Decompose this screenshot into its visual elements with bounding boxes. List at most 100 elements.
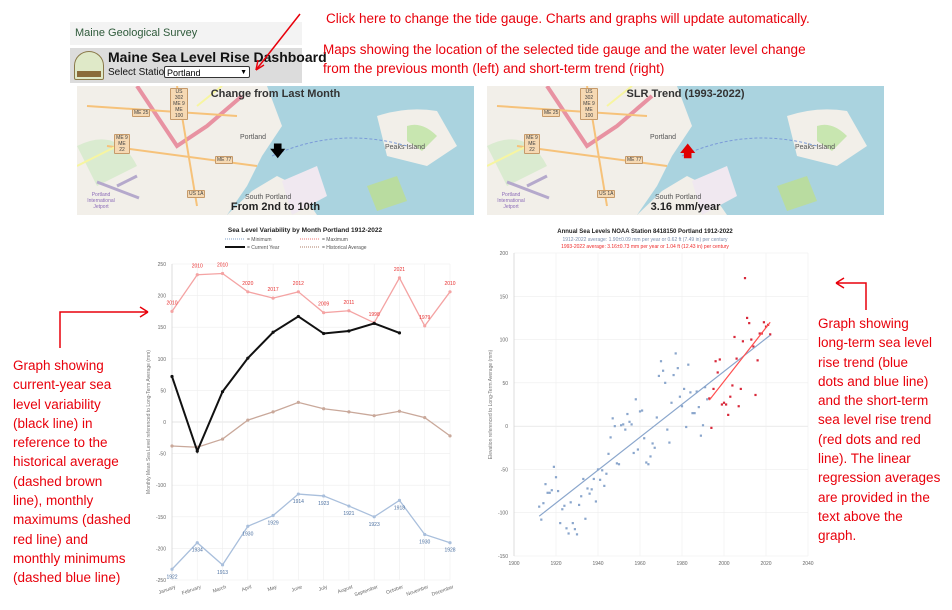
data-point [632,451,635,455]
annotation-line: (black line) in [13,415,93,431]
data-point [756,359,759,362]
data-point [626,412,629,416]
y-axis-label: Monthly Mean Sea Level referenced to Lon… [146,350,152,494]
data-point [423,415,427,420]
data-point [397,331,402,335]
data-point [697,405,700,409]
x-tick-label: 2040 [802,561,813,567]
data-point [647,463,650,466]
data-point [746,316,749,320]
data-point [592,477,595,481]
data-label: 2010 [444,281,455,287]
map-slr-trend[interactable]: US 302 ME 9 ME 100 ME 25 ME 9 ME 22 ME 7… [487,86,884,215]
x-tick-label: May [267,584,278,593]
annotation-line: red line) and [13,531,89,547]
data-point [628,420,631,423]
data-point [672,373,675,377]
dashboard-header: Maine Sea Level Rise Dashboard Select St… [70,48,327,83]
data-point [423,324,427,328]
data-point [195,273,199,277]
chart-subtitle: 1993-2022 average: 3.16±0.73 mm per year… [561,244,729,250]
data-label: 2011 [344,300,355,306]
x-tick-label: December [431,584,455,598]
data-point [693,412,696,415]
data-point [573,528,576,531]
x-tick-label: February [181,584,202,597]
data-point [550,489,553,492]
data-point [271,513,275,518]
data-point [567,532,570,535]
annotation-line: rise trend (blue [818,354,909,370]
map-label-portland: Portland [650,134,677,141]
data-point [764,325,768,328]
data-point [716,371,719,374]
data-label: 1921 [343,511,354,517]
chart-subtitle: 1912-2022 average: 1.90±0.09 mm per year… [562,237,728,243]
annotation-line: Graph showing [13,358,104,373]
data-point [544,483,547,486]
map-road-label-me9-me22: ME 9 ME 22 [114,134,130,154]
data-point [741,340,744,343]
data-point [683,387,686,391]
data-point [423,532,427,537]
data-point [613,425,616,428]
data-point [706,398,709,401]
data-point [220,271,225,276]
map-label-portland: Portland [240,134,267,141]
data-point [594,500,597,503]
y-tick-label: 50 [160,388,166,394]
org-name[interactable]: Maine Geological Survey [75,27,198,39]
data-point [347,309,351,313]
data-point [372,321,376,326]
data-point [557,489,560,493]
y-tick-label: 50 [502,381,508,387]
data-point [575,533,579,536]
map-label-airport: Portland International Jetport [87,192,115,210]
map-change-from-last-month[interactable]: US 302 ME 9 ME 100 ME 25 ME 9 ME 22 ME 7… [77,86,474,215]
data-label: 1922 [166,574,177,580]
x-tick-label: January [158,584,177,596]
org-header[interactable]: Maine Geological Survey [70,22,302,45]
data-point [586,487,589,490]
annotation-line: current-year sea [13,377,112,393]
data-point [397,498,402,502]
chart-title: Sea Level Variability by Month Portland … [228,227,383,234]
long-term-trend-line [538,334,771,517]
data-point [729,395,732,398]
x-tick-label: November [406,584,430,598]
data-point [668,441,671,444]
data-point [609,436,612,439]
data-point [680,405,684,408]
data-label: 1914 [293,499,304,505]
data-point [584,517,587,520]
map-road-label-us302: US 302 ME 9 ME 100 [170,88,188,120]
monthly-variability-chart[interactable]: Sea Level Variability by Month Portland … [146,227,456,598]
data-point [733,335,736,339]
data-point [678,395,681,398]
data-label: 1918 [394,505,405,511]
map-road-label-us302: US 302 ME 9 ME 100 [580,88,598,120]
data-point [687,363,690,366]
data-label: 1934 [192,548,203,554]
station-select[interactable]: Portland ▼ [164,66,250,78]
map-road-label-me25: ME 25 [542,109,561,117]
arrow-to-right-chart [835,277,867,310]
annotation-line: Maps showing the location of the selecte… [323,42,806,57]
data-label: 1923 [369,522,380,528]
annotation-line: long-term sea level [818,335,933,351]
arrow-to-left-chart [59,306,149,348]
data-point [624,428,627,431]
annotation-arrows [59,13,867,348]
data-point [695,390,698,393]
data-point [170,567,174,571]
data-label: 2020 [242,281,253,287]
data-point [708,397,711,400]
data-point [655,416,658,419]
data-point [731,384,734,387]
y-axis-label: Elevation referenced to Long-Term Averag… [488,349,494,459]
annual-sea-level-chart[interactable]: Annual Sea Levels NOAA Station 8418150 P… [488,229,814,567]
map-tiles [487,86,867,215]
data-point [617,463,621,466]
data-point [448,290,452,294]
annotation-line: maximums (dashed [13,512,131,528]
